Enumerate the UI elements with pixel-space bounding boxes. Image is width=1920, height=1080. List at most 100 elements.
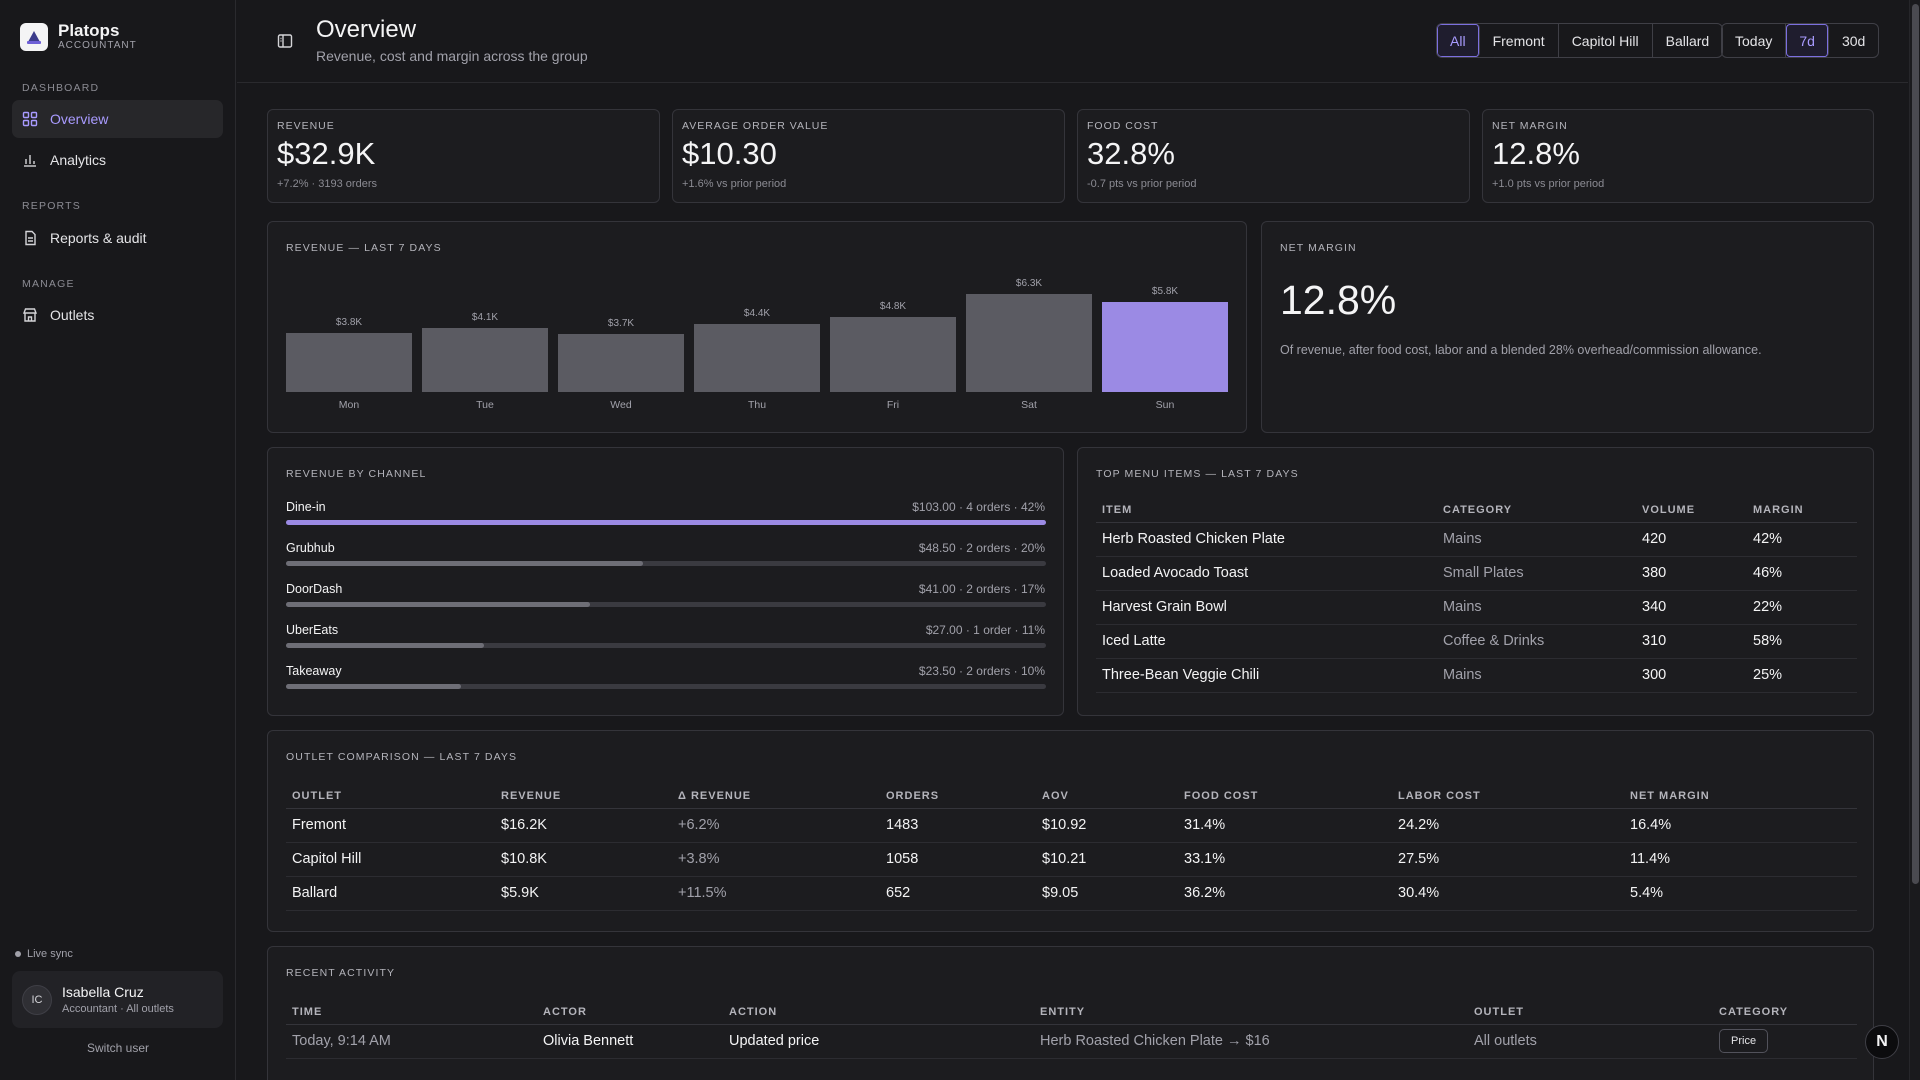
outlet-filter-capitol-hill[interactable]: Capitol Hill bbox=[1559, 24, 1653, 57]
table-row[interactable]: Harvest Grain Bowl Mains 340 22% bbox=[1096, 590, 1857, 625]
user-card[interactable]: IC Isabella Cruz Accountant · All outlet… bbox=[12, 971, 223, 1028]
sidebar-item-overview[interactable]: Overview bbox=[12, 100, 223, 138]
logo-icon bbox=[20, 23, 48, 51]
bar-value-label: $4.8K bbox=[879, 301, 907, 312]
column-header: VOLUME bbox=[1636, 498, 1747, 523]
kpi-card-revenue: REVENUE $32.9K +7.2% · 3193 orders bbox=[267, 109, 660, 203]
revenue-bar[interactable] bbox=[422, 328, 548, 392]
top-items-card: TOP MENU ITEMS — LAST 7 DAYS ITEM CATEGOR… bbox=[1077, 447, 1874, 716]
revenue-bar[interactable] bbox=[830, 317, 956, 392]
table-cell: Loaded Avocado Toast bbox=[1096, 556, 1437, 591]
kpi-delta: +1.6% vs prior period bbox=[682, 178, 787, 190]
table-cell: 300 bbox=[1636, 658, 1747, 693]
table-row[interactable]: Herb Roasted Chicken Plate Mains 420 42% bbox=[1096, 522, 1857, 557]
column-header: NET MARGIN bbox=[1624, 784, 1857, 809]
table-cell: 31.4% bbox=[1178, 808, 1392, 843]
table-cell: Fremont bbox=[286, 808, 495, 843]
sidebar-toggle-icon[interactable] bbox=[277, 33, 293, 49]
sidebar-item-reports[interactable]: Reports & audit bbox=[12, 219, 223, 257]
range-filter: Today 7d 30d bbox=[1721, 23, 1880, 58]
sidebar: Platops ACCOUNTANT DASHBOARD Overview An… bbox=[0, 0, 236, 1080]
table-cell: Updated price bbox=[723, 1024, 1034, 1059]
outlet-filter-all[interactable]: All bbox=[1437, 24, 1480, 57]
table-row[interactable]: Fremont $16.2K +6.2% 1483 $10.92 31.4% 24.2% 16… bbox=[286, 808, 1857, 843]
table-cell: 33.1% bbox=[1178, 842, 1392, 877]
live-sync-label: Live sync bbox=[27, 948, 73, 960]
column-header: ACTOR bbox=[537, 1000, 723, 1025]
table-row[interactable]: Today, 9:14 AM Olivia Bennett Updated pric… bbox=[286, 1024, 1857, 1059]
table-cell: 30.4% bbox=[1392, 876, 1624, 911]
revenue-bar[interactable] bbox=[966, 294, 1092, 392]
outlet-filter: All Fremont Capitol Hill Ballard bbox=[1436, 23, 1724, 58]
sidebar-item-outlets[interactable]: Outlets bbox=[12, 296, 223, 334]
kpi-delta: -0.7 pts vs prior period bbox=[1087, 178, 1197, 190]
bar-value-label: $6.3K bbox=[1015, 278, 1043, 289]
page-scrollbar[interactable] bbox=[1909, 0, 1920, 1080]
section-title: REVENUE — LAST 7 DAYS bbox=[286, 242, 442, 254]
table-cell: 340 bbox=[1636, 590, 1747, 625]
bar-category-label: Sat bbox=[1021, 399, 1037, 411]
kpi-delta: +7.2% · 3193 orders bbox=[277, 178, 377, 190]
revenue-bar[interactable] bbox=[694, 324, 820, 392]
table-row[interactable]: Three-Bean Veggie Chili Mains 300 25% bbox=[1096, 658, 1857, 693]
channel-share-bar bbox=[286, 561, 1046, 566]
table-cell: 24.2% bbox=[1392, 808, 1624, 843]
column-header: FOOD COST bbox=[1178, 784, 1392, 809]
table-row[interactable]: Iced Latte Coffee & Drinks 310 58% bbox=[1096, 624, 1857, 659]
sidebar-item-label: Analytics bbox=[50, 152, 107, 168]
bar-value-label: $4.1K bbox=[471, 312, 499, 323]
table-cell: $10.8K bbox=[495, 842, 672, 877]
column-header: REVENUE bbox=[495, 784, 672, 809]
sidebar-item-analytics[interactable]: Analytics bbox=[12, 141, 223, 179]
range-filter-30d[interactable]: 30d bbox=[1829, 24, 1878, 57]
table-row[interactable]: Capitol Hill $10.8K +3.8% 1058 $10.21 33.1% 27… bbox=[286, 842, 1857, 877]
table-cell: 58% bbox=[1747, 624, 1857, 659]
revenue-bar[interactable] bbox=[1102, 302, 1228, 392]
nav-section-reports: REPORTS bbox=[22, 200, 81, 212]
channel-card: REVENUE BY CHANNEL Dine-in $103.00 · 4 or… bbox=[267, 447, 1064, 716]
table-cell: Herb Roasted Chicken Plate bbox=[1096, 522, 1437, 557]
channel-meta: $23.50 · 2 orders · 10% bbox=[918, 664, 1045, 678]
table-cell: Olivia Bennett bbox=[537, 1024, 723, 1059]
kpi-label: FOOD COST bbox=[1087, 120, 1159, 132]
switch-user-button[interactable]: Switch user bbox=[86, 1041, 150, 1055]
kpi-card-aov: AVERAGE ORDER VALUE $10.30 +1.6% vs prio… bbox=[672, 109, 1065, 203]
table-cell: 1483 bbox=[880, 808, 1036, 843]
column-header: Δ REVENUE bbox=[672, 784, 880, 809]
recent-activity-card: RECENT ACTIVITY TIME ACTOR ACTION ENTITY OUT… bbox=[267, 946, 1874, 1080]
kpi-card-food-cost: FOOD COST 32.8% -0.7 pts vs prior period bbox=[1077, 109, 1470, 203]
revenue-bar[interactable] bbox=[286, 333, 412, 392]
range-filter-7d[interactable]: 7d bbox=[1786, 24, 1829, 57]
outlet-filter-ballard[interactable]: Ballard bbox=[1653, 24, 1723, 57]
assistant-button[interactable]: N bbox=[1865, 1025, 1899, 1059]
range-filter-today[interactable]: Today bbox=[1722, 24, 1787, 57]
table-cell: +3.8% bbox=[672, 842, 880, 877]
channel-name: DoorDash bbox=[286, 582, 343, 596]
bar-value-label: $3.7K bbox=[607, 318, 635, 329]
channel-meta: $103.00 · 4 orders · 42% bbox=[912, 500, 1045, 514]
table-row[interactable]: Loaded Avocado Toast Small Plates 380 46% bbox=[1096, 556, 1857, 591]
sidebar-item-label: Outlets bbox=[50, 307, 95, 323]
column-header: LABOR COST bbox=[1392, 784, 1624, 809]
bar-category-label: Sun bbox=[1155, 399, 1175, 411]
table-cell: Mains bbox=[1437, 658, 1636, 693]
brand[interactable]: Platops ACCOUNTANT bbox=[20, 22, 137, 52]
kpi-value: $32.9K bbox=[277, 136, 376, 171]
table-cell: 310 bbox=[1636, 624, 1747, 659]
bar-category-label: Wed bbox=[610, 399, 632, 411]
column-header: ORDERS bbox=[880, 784, 1036, 809]
table-header-row: OUTLET REVENUE Δ REVENUE ORDERS AOV FOOD COST… bbox=[286, 784, 1857, 809]
scrollbar-thumb[interactable] bbox=[1912, 4, 1919, 884]
sidebar-item-label: Reports & audit bbox=[50, 230, 147, 246]
kpi-delta: +1.0 pts vs prior period bbox=[1492, 178, 1605, 190]
column-header: ITEM bbox=[1096, 498, 1437, 523]
bar-chart-icon bbox=[24, 155, 36, 167]
table-cell: +6.2% bbox=[672, 808, 880, 843]
outlet-filter-fremont[interactable]: Fremont bbox=[1480, 24, 1559, 57]
kpi-label: REVENUE bbox=[277, 120, 335, 132]
category-badge[interactable]: Price bbox=[1719, 1029, 1769, 1053]
revenue-bar[interactable] bbox=[558, 334, 684, 392]
bar-value-label: $3.8K bbox=[335, 317, 363, 328]
channel-meta: $48.50 · 2 orders · 20% bbox=[918, 541, 1045, 555]
table-row[interactable]: Ballard $5.9K +11.5% 652 $9.05 36.2% 30.4% 5.4% bbox=[286, 876, 1857, 911]
